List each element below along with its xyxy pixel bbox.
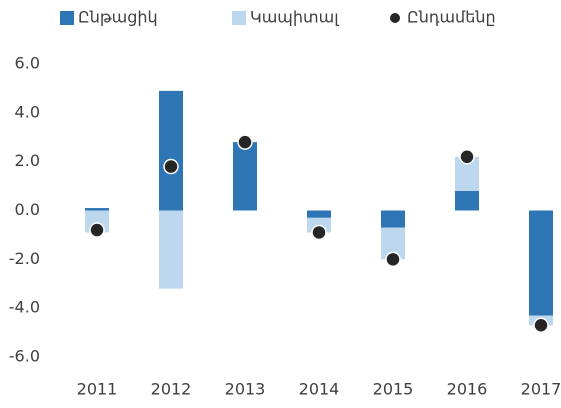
y-tick-label: 6.0 — [15, 54, 40, 73]
bar — [159, 90, 183, 211]
y-tick-label: -6.0 — [9, 347, 40, 366]
y-tick-label: 0.0 — [15, 200, 40, 219]
x-tick-label: 2013 — [225, 380, 266, 399]
total-dot — [89, 222, 105, 238]
x-tick-label: 2016 — [447, 380, 488, 399]
bar — [529, 210, 553, 316]
bar — [85, 208, 109, 211]
y-tick-label: 4.0 — [15, 102, 40, 121]
total-dot — [163, 158, 179, 175]
bar — [233, 142, 257, 211]
bar — [159, 210, 183, 289]
x-tick-label: 2014 — [299, 380, 340, 399]
y-tick-label: 2.0 — [15, 151, 40, 170]
x-tick-label: 2011 — [77, 380, 118, 399]
legend-label: Ընթացիկ — [78, 8, 158, 27]
y-tick-label: -4.0 — [9, 298, 40, 317]
x-tick-label: 2015 — [373, 380, 414, 399]
legend-marker — [60, 11, 74, 25]
legend-label: Ընդամենը — [407, 8, 496, 27]
bar — [455, 190, 479, 211]
total-dot — [311, 224, 327, 241]
legend-label: Կապիտալ — [250, 8, 339, 27]
legend-marker — [390, 13, 400, 23]
x-tick-label: 2012 — [151, 380, 192, 399]
total-dot — [533, 317, 549, 334]
bar — [381, 210, 405, 228]
bar — [307, 210, 331, 218]
total-dot — [459, 149, 475, 165]
total-dot — [237, 134, 253, 150]
legend-marker — [232, 11, 246, 25]
x-tick-label: 2017 — [521, 380, 561, 399]
total-dot — [385, 251, 401, 268]
y-tick-label: -2.0 — [9, 249, 40, 268]
